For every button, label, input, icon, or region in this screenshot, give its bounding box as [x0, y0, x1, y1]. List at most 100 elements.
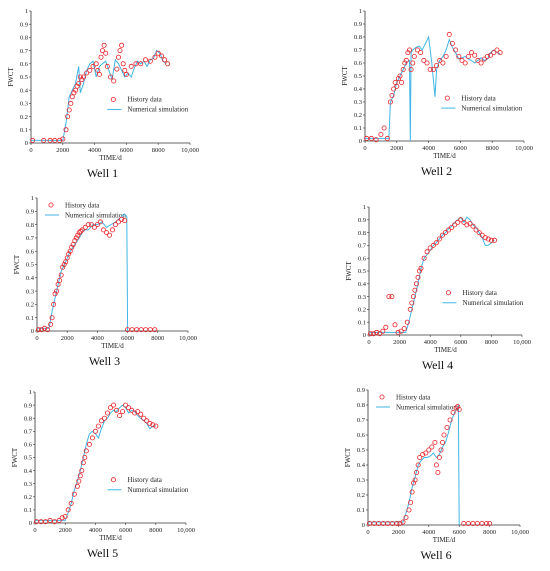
x-tick-label: 0 [29, 147, 32, 154]
history-data-point [429, 444, 435, 450]
y-tick-label: 0.7 [24, 429, 33, 436]
history-data-point [475, 57, 481, 63]
history-data-point [150, 422, 156, 428]
history-data-point [68, 100, 74, 106]
y-tick-label: 0.1 [354, 125, 362, 132]
panel-caption: Well 4 [422, 358, 453, 372]
x-tick-label: 10,000 [177, 527, 195, 534]
history-data-point [123, 402, 129, 408]
y-tick-label: 0 [29, 520, 32, 527]
history-data-point [60, 264, 66, 270]
y-tick-label: 0.4 [357, 462, 366, 469]
history-data-point [430, 242, 436, 248]
x-tick-label: 8000 [483, 529, 496, 536]
history-data-point [47, 517, 53, 523]
history-data-point [435, 469, 441, 475]
x-axis-label: TIME/d [434, 346, 457, 354]
y-tick-label: 0.9 [24, 402, 32, 409]
history-data-point [484, 521, 490, 527]
y-tick-label: 0.1 [24, 507, 32, 514]
history-data-point [111, 402, 117, 408]
history-data-point [491, 237, 497, 243]
x-axis-label: TIME/d [433, 152, 456, 160]
y-tick-label: 0 [31, 328, 34, 335]
x-tick-label: 4000 [88, 147, 101, 154]
history-data-point [409, 489, 415, 495]
history-data-point [411, 54, 417, 60]
history-data-point [47, 137, 53, 143]
history-data-point [48, 321, 54, 327]
history-data-point [71, 491, 77, 497]
history-data-point [415, 274, 421, 280]
history-data-point [66, 107, 72, 113]
y-tick-label: 1 [359, 8, 362, 15]
y-tick-label: 0.1 [26, 315, 34, 322]
history-data-point [138, 61, 144, 67]
history-data-point [90, 63, 96, 69]
history-data-point [74, 83, 80, 89]
y-tick-label: 0.6 [358, 255, 367, 262]
history-data-point [77, 74, 83, 80]
x-tick-label: 10,000 [179, 335, 197, 342]
history-data-point [114, 66, 120, 72]
history-data-point [395, 329, 401, 335]
history-data-point [434, 63, 440, 69]
y-tick-label: 0.9 [354, 21, 362, 28]
y-tick-label: 0.7 [20, 48, 29, 55]
y-tick-label: 0 [359, 138, 362, 145]
history-data-point [459, 57, 465, 63]
history-data-point [427, 67, 433, 73]
history-data-point [453, 405, 459, 411]
y-tick-label: 0.8 [357, 402, 365, 409]
history-data-point [487, 521, 493, 527]
y-tick-label: 0.8 [354, 34, 362, 41]
y-tick-label: 0 [363, 332, 366, 339]
x-tick-label: 6000 [453, 529, 466, 536]
history-data-point [478, 60, 484, 66]
x-tick-label: 4000 [89, 527, 102, 534]
history-data-point [452, 222, 458, 228]
history-data-point [423, 450, 429, 456]
history-data-point [42, 325, 48, 331]
history-data-point [122, 218, 128, 224]
history-data-point [129, 407, 135, 413]
x-tick-label: 8000 [485, 339, 498, 346]
history-data-point [93, 61, 99, 67]
history-data-point [409, 300, 415, 306]
x-tick-label: 8000 [149, 527, 162, 534]
history-data-point [391, 86, 397, 92]
history-data-point [444, 424, 450, 430]
history-data-point [100, 227, 106, 233]
y-axis-label: FWCT [11, 447, 19, 467]
legend-history-label: History data [396, 393, 431, 401]
history-data-point [147, 58, 153, 64]
history-data-point [474, 521, 480, 527]
history-data-point [366, 521, 372, 527]
history-data-point [104, 230, 110, 236]
y-tick-label: 0.3 [354, 99, 362, 106]
y-tick-label: 0.6 [357, 432, 366, 439]
history-data-point [467, 221, 473, 227]
history-data-point [103, 50, 109, 56]
legend-simulation-label: Numerical simulation [127, 106, 188, 114]
y-tick-label: 0.3 [20, 101, 28, 108]
history-data-point [111, 78, 117, 84]
y-tick-label: 0.9 [26, 209, 34, 216]
history-data-point [30, 137, 36, 143]
x-tick-label: 6000 [120, 147, 133, 154]
history-data-point [63, 127, 69, 133]
y-tick-label: 1 [363, 204, 366, 211]
history-data-point [162, 57, 168, 63]
history-data-point [52, 137, 58, 143]
history-data-point [72, 238, 78, 244]
history-data-point [114, 407, 120, 413]
x-tick-label: 4000 [422, 529, 435, 536]
history-data-point [402, 60, 408, 66]
history-data-point [389, 521, 395, 527]
history-data-point [416, 268, 422, 274]
history-data-point [95, 423, 101, 429]
history-data-point [484, 54, 490, 60]
x-tick-label: 10,000 [515, 145, 533, 152]
simulation-series-line [35, 404, 156, 521]
history-data-point [74, 483, 80, 489]
